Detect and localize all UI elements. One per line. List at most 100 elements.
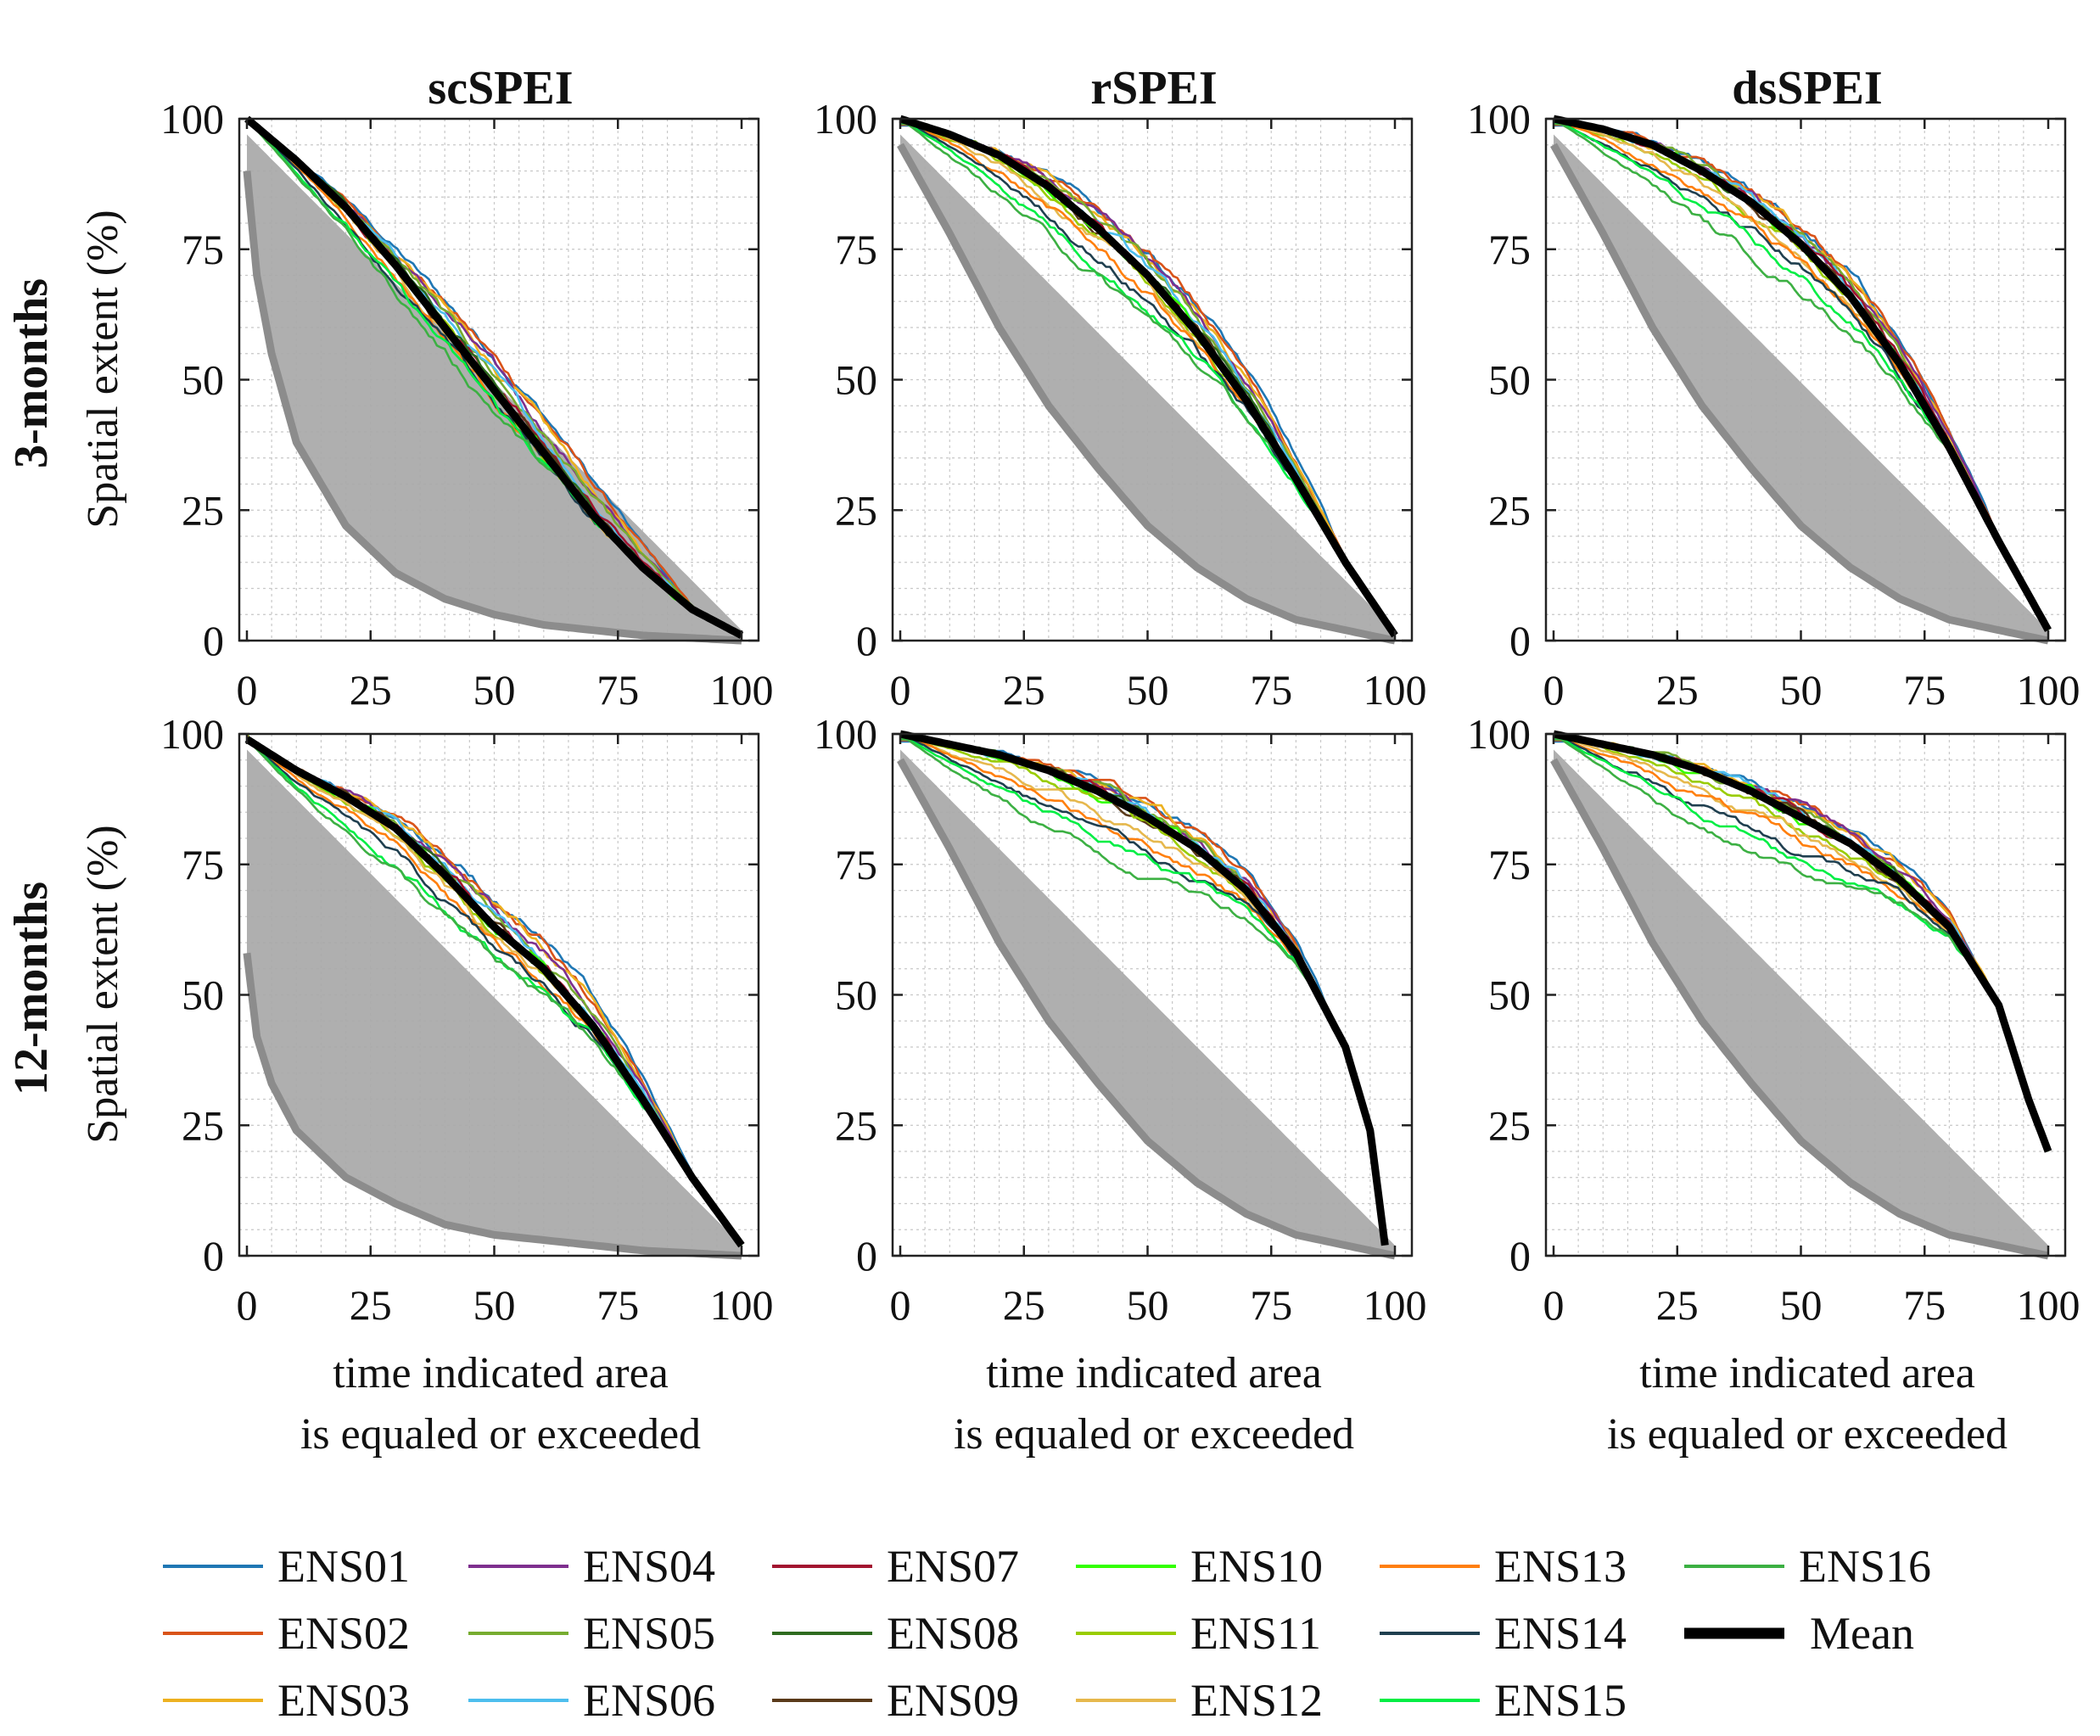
- envelope-lower-edge: [1550, 758, 2049, 1260]
- legend-item-ens02: ENS02: [163, 1608, 410, 1659]
- panel-scSPEI-3-months: 00 25 25 50 50 75 75 100 100: [160, 95, 774, 714]
- legend-item-mean: Mean: [1684, 1608, 1914, 1659]
- x-tick-label: 75: [596, 666, 639, 714]
- x-tick-label: 0: [237, 1281, 258, 1329]
- x-tick-label: 25: [1656, 1281, 1699, 1329]
- y-tick-label: 25: [835, 486, 877, 534]
- row-label-12-months: 12-months: [5, 882, 58, 1095]
- x-tick-label: 0: [890, 666, 911, 714]
- plot-area: [1546, 119, 2065, 641]
- y-tick-label: 0: [203, 1232, 224, 1280]
- x-tick-label: 25: [350, 666, 392, 714]
- x-tick-label: 100: [710, 1281, 774, 1329]
- panels: 0025255050757510010000252550507575100100…: [160, 95, 2080, 1329]
- envelope-area: [1554, 749, 2048, 1256]
- x-tick-label: 25: [350, 1281, 392, 1329]
- x-tick-label: 75: [596, 1281, 639, 1329]
- envelope-area: [1554, 134, 2048, 641]
- series-line-mean: [899, 730, 1389, 1246]
- column-title-rSPEI: rSPEI: [1090, 62, 1217, 115]
- legend-label: ENS12: [1190, 1675, 1323, 1726]
- x-tick-label: 50: [1780, 1281, 1823, 1329]
- y-tick-label: 25: [182, 486, 224, 534]
- y-tick-label: 100: [814, 710, 877, 758]
- y-tick-label: 75: [182, 841, 224, 888]
- legend-item-ens09: ENS09: [772, 1675, 1019, 1726]
- legend-label: ENS05: [583, 1608, 715, 1659]
- legend-item-ens12: ENS12: [1076, 1675, 1323, 1726]
- legend-label: ENS15: [1494, 1675, 1627, 1726]
- series-line-mean: [1552, 730, 2052, 1153]
- legend-item-ens16: ENS16: [1684, 1541, 1931, 1592]
- x-tick-label: 50: [473, 1281, 516, 1329]
- x-tick-label: 50: [473, 666, 516, 714]
- y-tick-label: 75: [1488, 226, 1531, 273]
- x-tick-label: 0: [1543, 1281, 1565, 1329]
- legend-item-ens06: ENS06: [468, 1675, 715, 1726]
- envelope-lower-edge: [897, 143, 1396, 645]
- envelope-area: [900, 749, 1395, 1256]
- y-tick-label: 25: [835, 1101, 877, 1149]
- x-tick-label: 0: [1543, 666, 1565, 714]
- y-tick-label: 100: [160, 710, 224, 758]
- legend-label: ENS07: [887, 1541, 1019, 1592]
- legend-item-ens08: ENS08: [772, 1608, 1019, 1659]
- y-tick-label: 25: [1488, 486, 1531, 534]
- legend-label: ENS02: [277, 1608, 410, 1659]
- legend-item-ens01: ENS01: [163, 1541, 410, 1592]
- y-tick-label: 50: [182, 356, 224, 404]
- y-tick-label: 75: [835, 226, 877, 273]
- legend: ENS01 ENS02 ENS03 ENS04 ENS05 ENS06 ENS07 ENS08…: [163, 1541, 1931, 1726]
- y-tick-label: 25: [182, 1101, 224, 1149]
- legend-label: ENS14: [1494, 1608, 1627, 1659]
- series-line-mean: [1552, 115, 2052, 632]
- y-tick-label: 100: [1467, 710, 1531, 758]
- y-tick-label: 50: [1488, 972, 1531, 1019]
- y-tick-label: 0: [1509, 1232, 1531, 1280]
- envelope-lower-edge: [243, 952, 742, 1260]
- x-tick-label: 0: [237, 666, 258, 714]
- legend-label: ENS10: [1190, 1541, 1323, 1592]
- envelope-lower-edge: [243, 171, 742, 645]
- x-axis-label-line2-col3: is equaled or exceeded: [1607, 1410, 2008, 1459]
- x-axis-label-line2-col2: is equaled or exceeded: [954, 1410, 1354, 1459]
- legend-item-ens14: ENS14: [1380, 1608, 1627, 1659]
- y-tick-label: 0: [203, 617, 224, 664]
- legend-label: ENS09: [887, 1675, 1019, 1726]
- panel-rSPEI-3-months: 00 25 25 50 50 75 75 100 100: [814, 95, 1427, 714]
- legend-label: ENS16: [1799, 1541, 1931, 1592]
- legend-item-ens07: ENS07: [772, 1541, 1019, 1592]
- series-line-mean: [899, 115, 1398, 638]
- x-tick-label: 100: [710, 666, 774, 714]
- row-label-3-months: 3-months: [5, 278, 58, 468]
- y-tick-label: 100: [160, 95, 224, 143]
- legend-item-ens13: ENS13: [1380, 1541, 1627, 1592]
- envelope-lower-edge: [897, 758, 1396, 1260]
- y-tick-label: 0: [856, 1232, 877, 1280]
- legend-label: ENS04: [583, 1541, 715, 1592]
- x-axis-label-line1-col2: time indicated area: [986, 1349, 1322, 1397]
- legend-label: ENS13: [1494, 1541, 1627, 1592]
- x-tick-label: 25: [1003, 1281, 1045, 1329]
- y-tick-label: 50: [835, 356, 877, 404]
- x-tick-label: 50: [1127, 666, 1169, 714]
- y-axis-label-row1: Spatial extent (%): [79, 210, 127, 528]
- x-tick-label: 100: [2017, 1281, 2080, 1329]
- x-tick-label: 50: [1127, 1281, 1169, 1329]
- legend-label: ENS08: [887, 1608, 1019, 1659]
- column-title-dsSPEI: dsSPEI: [1732, 62, 1882, 115]
- y-axis-label-row2: Spatial extent (%): [79, 825, 127, 1143]
- legend-item-ens15: ENS15: [1380, 1675, 1627, 1726]
- legend-label: ENS03: [277, 1675, 410, 1726]
- panel-dsSPEI-12-months: 00 25 25 50 50 75 75 100 100: [1467, 710, 2080, 1329]
- x-tick-label: 25: [1003, 666, 1045, 714]
- x-tick-label: 50: [1780, 666, 1823, 714]
- x-tick-label: 75: [1903, 1281, 1946, 1329]
- y-tick-label: 100: [1467, 95, 1531, 143]
- y-tick-label: 50: [835, 972, 877, 1019]
- legend-item-ens10: ENS10: [1076, 1541, 1323, 1592]
- x-tick-label: 100: [2017, 666, 2080, 714]
- x-tick-label: 75: [1903, 666, 1946, 714]
- x-tick-label: 75: [1250, 1281, 1292, 1329]
